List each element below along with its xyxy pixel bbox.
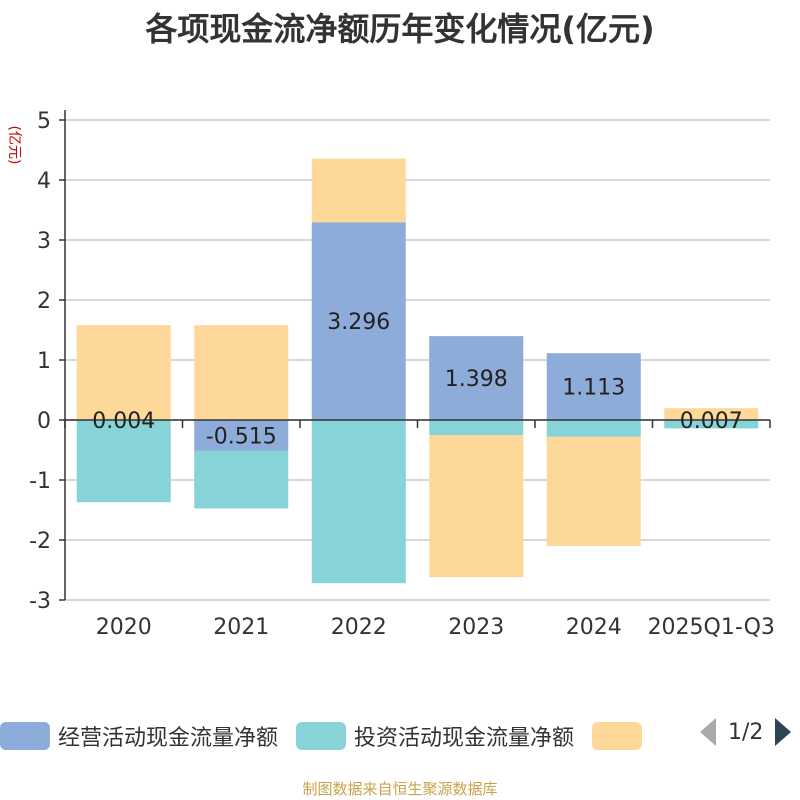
- x-tick-label: 2024: [566, 615, 622, 640]
- data-label: 0.007: [680, 409, 743, 434]
- x-tick-label: 2022: [331, 615, 387, 640]
- y-tick-label: 0: [37, 409, 51, 434]
- bar-operating: [546, 353, 641, 420]
- legend: 经营活动现金流量净额 投资活动现金流量净额: [0, 716, 668, 756]
- legend-page-indicator: 1/2: [728, 719, 764, 745]
- next-page-icon[interactable]: [775, 718, 792, 746]
- bar-operating: [194, 420, 289, 451]
- y-tick-label: -2: [29, 529, 51, 554]
- x-tick-label: 2020: [96, 615, 152, 640]
- x-tick-label: 2023: [448, 615, 504, 640]
- y-tick-label: 5: [37, 109, 51, 134]
- bar-investing: [311, 420, 406, 584]
- bar-investing: [429, 420, 524, 435]
- bar-financing: [429, 435, 524, 578]
- bar-financing: [76, 325, 171, 420]
- data-label: -0.515: [206, 424, 277, 449]
- prev-page-icon[interactable]: [700, 718, 716, 746]
- bars-layer: [76, 158, 759, 584]
- legend-label-investing: 投资活动现金流量净额: [354, 726, 575, 751]
- legend-item-investing[interactable]: 投资活动现金流量净额: [296, 720, 574, 752]
- bar-operating: [429, 336, 524, 420]
- x-tick-label: 2025Q1-Q3: [648, 615, 775, 640]
- bar-financing: [664, 408, 759, 420]
- y-tick-label: 4: [37, 169, 51, 194]
- y-tick-label: 2: [37, 289, 51, 314]
- bar-financing: [311, 158, 406, 223]
- legend-swatch-financing: [592, 722, 643, 750]
- y-tick-label: 3: [37, 229, 51, 254]
- data-label: 3.296: [327, 310, 390, 335]
- legend-swatch-operating: [0, 722, 50, 750]
- data-label: 0.004: [92, 409, 155, 434]
- data-label: 1.113: [562, 376, 625, 401]
- y-tick-label: -1: [29, 469, 51, 494]
- bar-investing: [664, 420, 759, 429]
- bar-investing: [76, 420, 171, 503]
- y-tick-label: 1: [37, 349, 51, 374]
- source-note: 制图数据来自恒生聚源数据库: [302, 780, 498, 798]
- bar-investing: [194, 450, 289, 509]
- bar-operating: [311, 222, 406, 420]
- legend-item-operating[interactable]: 经营活动现金流量净额: [0, 720, 278, 752]
- bar-financing: [194, 325, 289, 420]
- x-tick-label: 2021: [213, 615, 269, 640]
- data-label: 1.398: [445, 367, 508, 392]
- legend-pager: 1/2: [700, 718, 792, 746]
- bar-investing: [546, 420, 641, 437]
- legend-item-financing[interactable]: [592, 722, 650, 750]
- y-axis-label: (亿元): [6, 126, 22, 165]
- legend-swatch-investing: [296, 722, 347, 750]
- chart-title: 各项现金流净额历年变化情况(亿元): [145, 10, 655, 48]
- labels-layer: 5 4 3 2 1 0 -1 -2 -3 (亿元) 2020 2021 2022 2023 2024 2025…: [6, 109, 775, 640]
- legend-label-operating: 经营活动现金流量净额: [58, 726, 279, 751]
- bar-financing: [546, 436, 641, 546]
- y-tick-label: -3: [29, 589, 51, 614]
- axis-layer: [59, 110, 771, 601]
